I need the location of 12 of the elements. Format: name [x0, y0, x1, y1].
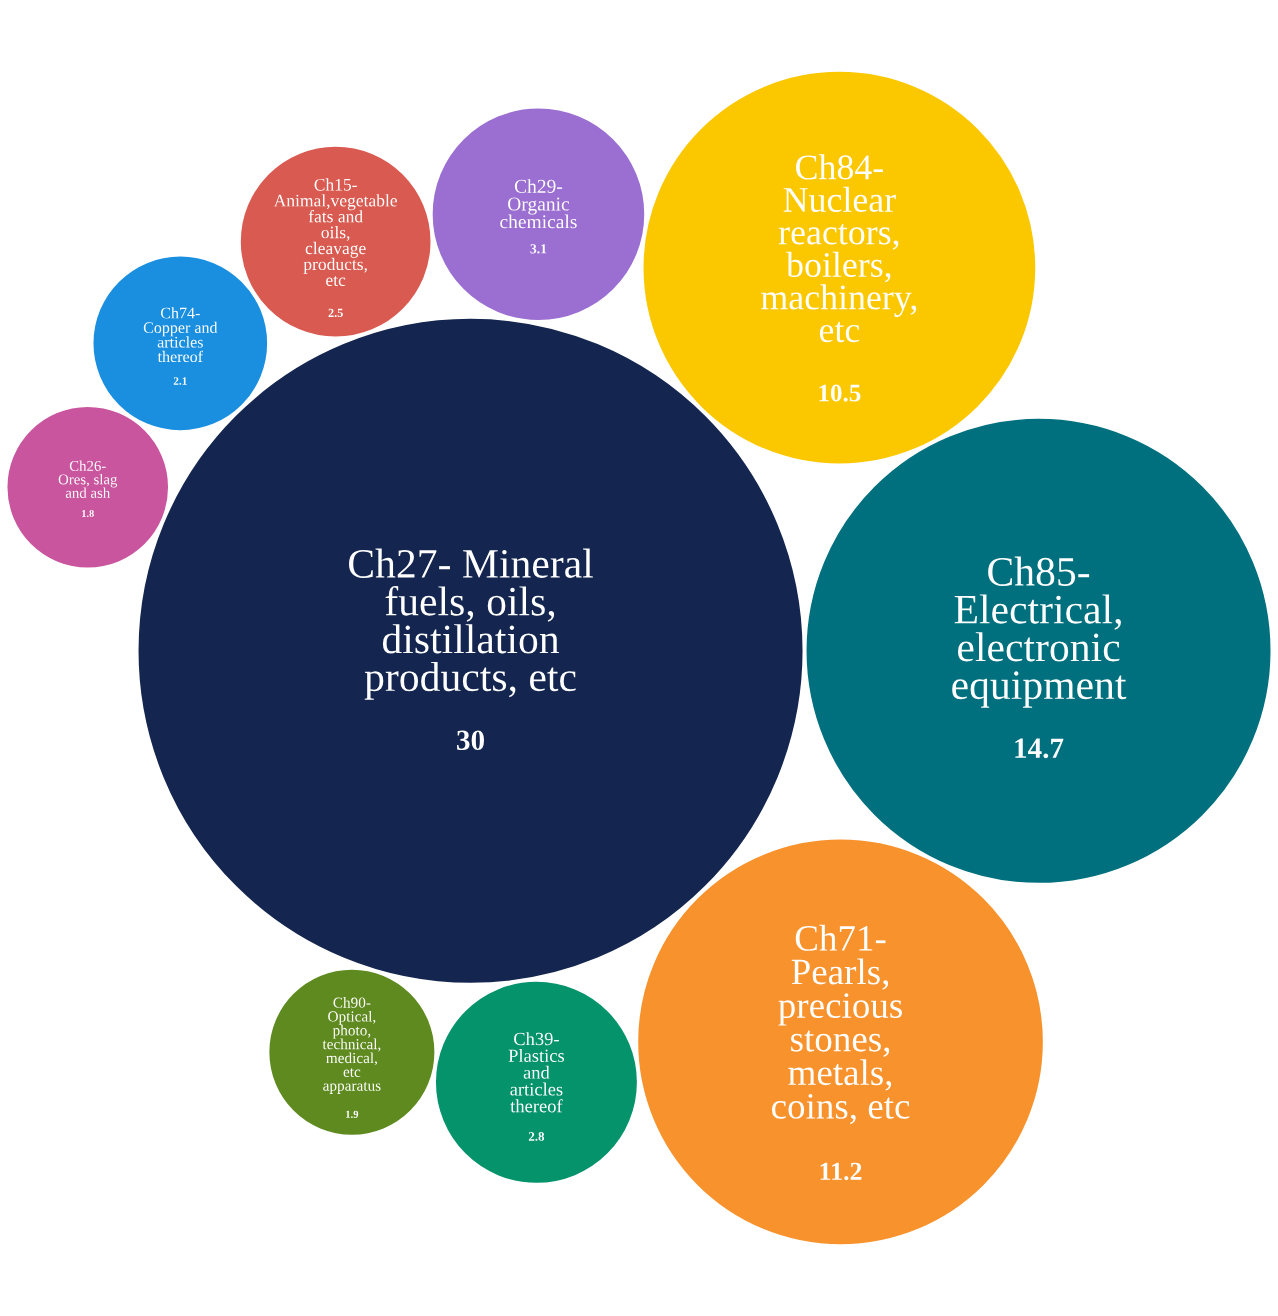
- data-label: 14.7: [1015, 738, 1064, 759]
- data-label: 11.2: [820, 1162, 862, 1181]
- category-label: Ch84- Nuclear reactors, boilers, machinery, etc: [761, 154, 917, 343]
- category-label: Ch39- Plastics and articles thereof: [508, 1032, 565, 1113]
- category-label: Ch27- Mineral fuels, oils, distillation products, etc: [349, 548, 593, 700]
- category-label: Ch15- Animal,vegetable fats and oils, cleavage products, etc: [273, 178, 397, 286]
- category-label: Ch71- Pearls, precious stones, metals, coins, etc: [772, 924, 910, 1125]
- category-label: Ch74- Copper and articles thereof: [143, 307, 218, 363]
- data-label: 10.5: [819, 384, 861, 402]
- data-label: 30: [457, 730, 485, 751]
- category-label: Ch29- Organic chemicals: [500, 179, 577, 229]
- category-label: Ch85- Electrical, electronic equipment: [952, 556, 1127, 708]
